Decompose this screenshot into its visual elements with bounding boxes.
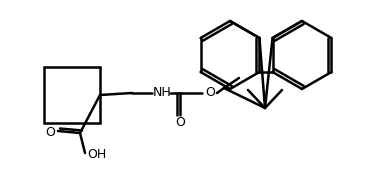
Text: OH: OH xyxy=(87,149,107,161)
Text: O: O xyxy=(45,127,55,139)
Text: NH: NH xyxy=(153,86,171,99)
Text: O: O xyxy=(175,117,185,130)
Text: O: O xyxy=(205,86,215,99)
